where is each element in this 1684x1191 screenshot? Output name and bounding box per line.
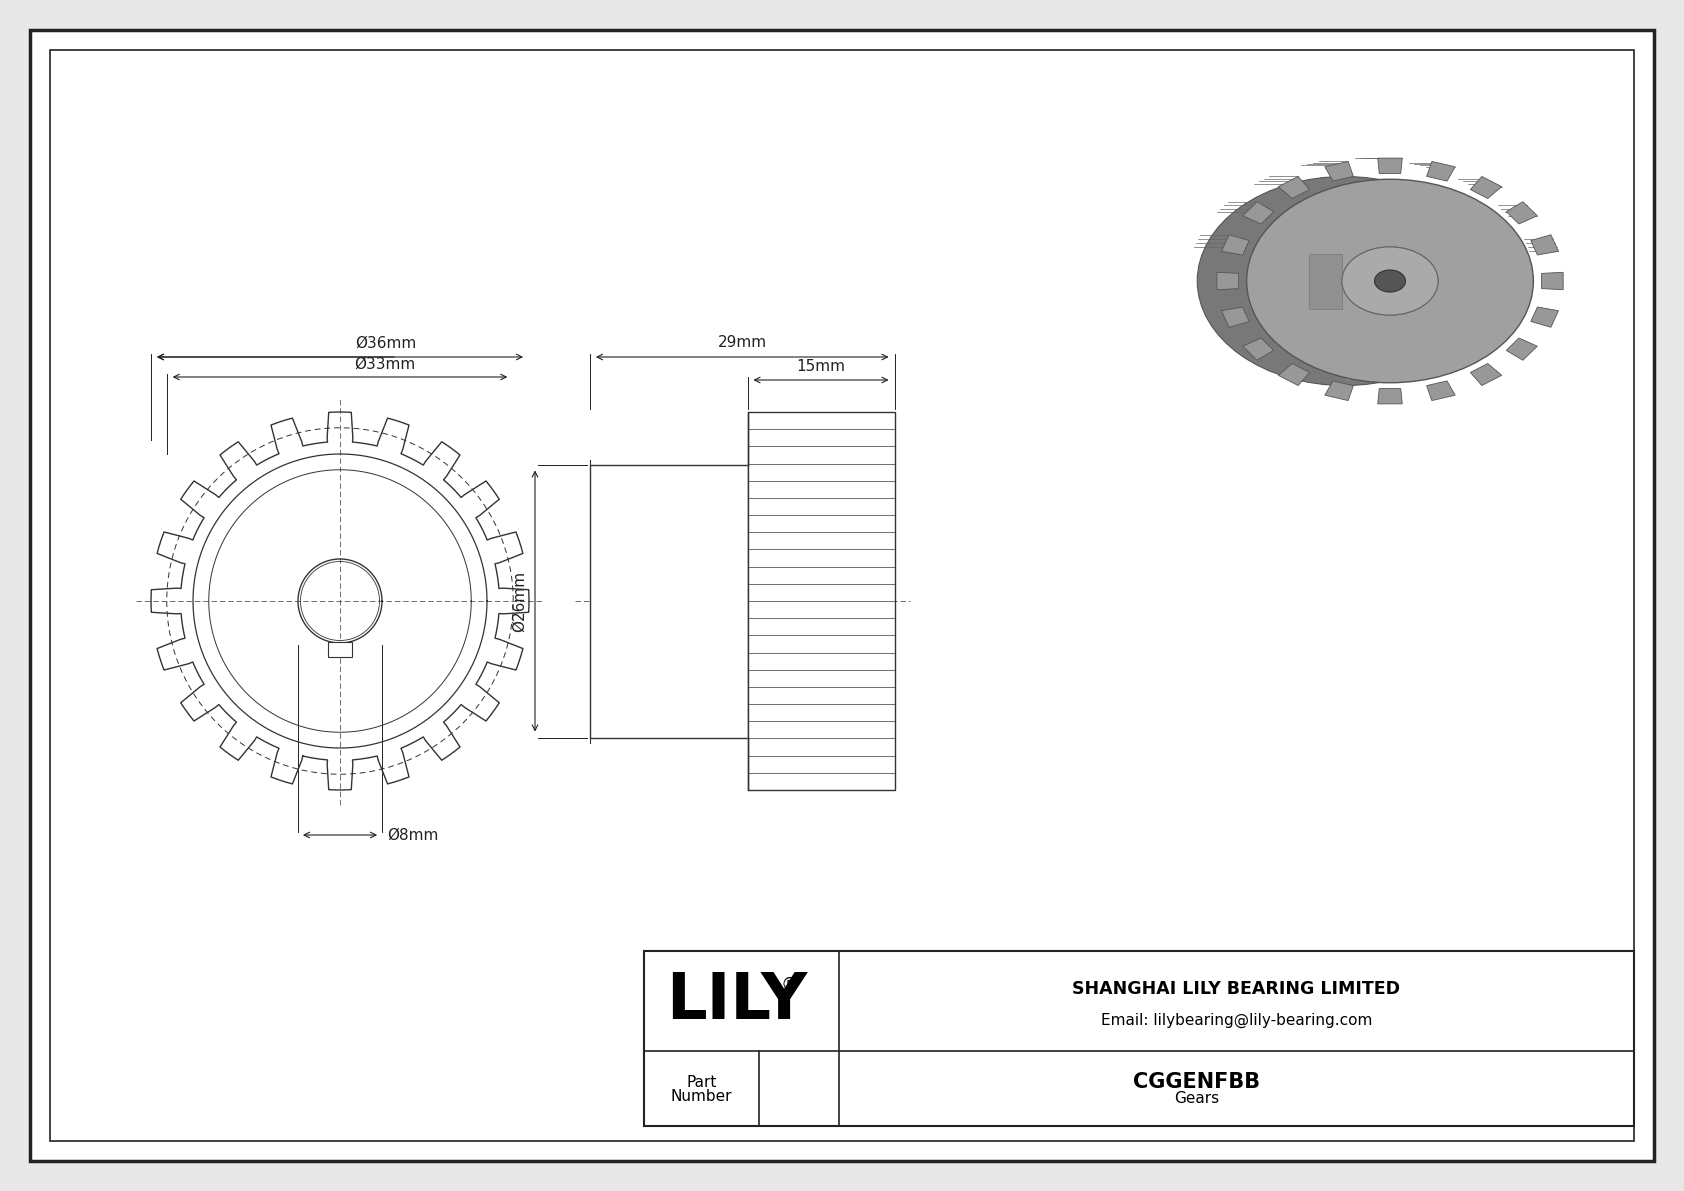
Text: 15mm: 15mm <box>797 358 845 374</box>
Ellipse shape <box>1342 247 1438 316</box>
Ellipse shape <box>1374 270 1406 292</box>
Text: SHANGHAI LILY BEARING LIMITED: SHANGHAI LILY BEARING LIMITED <box>1073 980 1401 998</box>
Ellipse shape <box>1342 247 1438 316</box>
Polygon shape <box>1221 235 1250 255</box>
Text: Ø33mm: Ø33mm <box>354 357 416 372</box>
Polygon shape <box>1426 162 1455 181</box>
Polygon shape <box>1470 176 1502 199</box>
Polygon shape <box>1278 176 1310 199</box>
Polygon shape <box>1218 273 1238 289</box>
Polygon shape <box>1325 381 1354 400</box>
Polygon shape <box>1243 338 1273 360</box>
Text: Ø8mm: Ø8mm <box>387 828 438 842</box>
Bar <box>643 950 1633 1125</box>
Polygon shape <box>1505 338 1537 360</box>
Text: CGGENFBB: CGGENFBB <box>1133 1072 1260 1092</box>
Polygon shape <box>1310 254 1342 308</box>
Text: ®: ® <box>780 975 798 993</box>
Text: Number: Number <box>670 1089 733 1104</box>
Bar <box>589 464 748 737</box>
Polygon shape <box>1378 388 1403 404</box>
Text: Gears: Gears <box>1174 1091 1219 1106</box>
Text: LILY: LILY <box>665 969 807 1031</box>
Polygon shape <box>1505 201 1537 224</box>
Ellipse shape <box>1372 269 1408 293</box>
Polygon shape <box>1344 182 1389 380</box>
Ellipse shape <box>1197 176 1492 386</box>
Text: 29mm: 29mm <box>717 335 766 350</box>
Polygon shape <box>1221 307 1250 328</box>
Ellipse shape <box>1246 180 1534 382</box>
Polygon shape <box>1325 162 1354 181</box>
Polygon shape <box>1243 201 1273 224</box>
Polygon shape <box>1541 273 1563 289</box>
Polygon shape <box>1470 363 1502 386</box>
Bar <box>328 642 352 656</box>
Polygon shape <box>1531 235 1558 255</box>
Text: Part: Part <box>687 1074 717 1090</box>
Bar <box>748 412 894 790</box>
Polygon shape <box>1278 363 1310 386</box>
Polygon shape <box>1378 158 1403 174</box>
Text: Email: lilybearing@lily-bearing.com: Email: lilybearing@lily-bearing.com <box>1101 1014 1372 1028</box>
Text: Ø26mm: Ø26mm <box>512 570 527 631</box>
Polygon shape <box>1426 381 1455 400</box>
Text: Ø36mm: Ø36mm <box>355 336 416 351</box>
Polygon shape <box>1531 307 1558 328</box>
